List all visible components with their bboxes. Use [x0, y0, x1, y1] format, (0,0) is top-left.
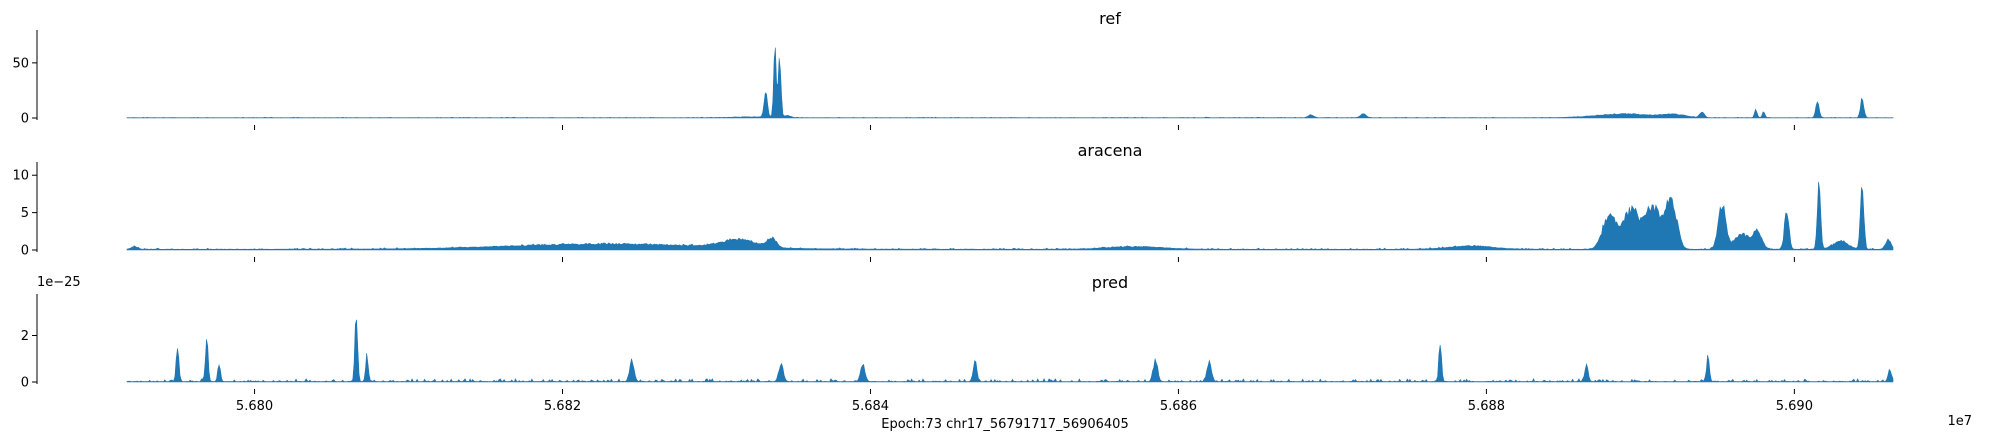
y-tick-label: 10 — [12, 169, 29, 184]
panel-title: aracena — [1078, 141, 1143, 160]
series-area-aracena — [126, 181, 1894, 251]
panel-pred: pred 0 2 1e−25 5.680 5.682 5.684 5.686 5.688 5.69… — [21, 273, 1894, 414]
x-tick-label: 5.688 — [1468, 399, 1505, 414]
x-tick-label: 5.686 — [1160, 399, 1197, 414]
series-area-ref — [126, 47, 1894, 119]
panel-ref: ref 0 50 — [12, 9, 1894, 130]
y-tick-label: 5 — [21, 206, 29, 221]
y-tick-label: 0 — [21, 376, 29, 391]
panel-title: ref — [1099, 9, 1121, 28]
panel-aracena: aracena 0 5 10 — [12, 141, 1894, 262]
y-offset-label: 1e−25 — [37, 275, 81, 290]
series-area-pred — [126, 319, 1894, 383]
y-tick-label: 0 — [21, 244, 29, 259]
y-tick-label: 50 — [12, 56, 29, 71]
x-tick-label: 5.684 — [852, 399, 889, 414]
x-tick-label: 5.680 — [236, 399, 273, 414]
panel-title: pred — [1092, 273, 1128, 292]
y-tick-label: 0 — [21, 112, 29, 127]
y-tick-label: 2 — [21, 329, 29, 344]
x-tick-label: 5.690 — [1776, 399, 1813, 414]
x-axis-label: Epoch:73 chr17_56791717_56906405 — [881, 417, 1128, 432]
x-tick-label: 5.682 — [544, 399, 581, 414]
x-offset-label: 1e7 — [1947, 414, 1972, 429]
